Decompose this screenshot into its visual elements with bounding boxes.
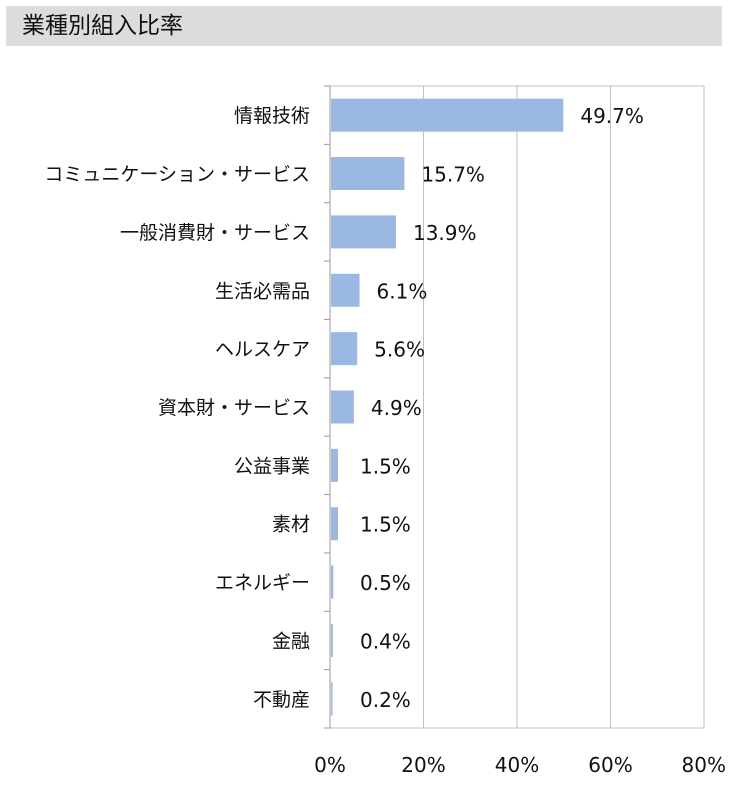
category-label-5: 資本財・サービス <box>158 397 310 419</box>
grid-layer <box>324 85 705 729</box>
value-label-5: 4.9% <box>371 396 422 420</box>
category-label-10: 不動産 <box>253 689 310 711</box>
value-label-7: 1.5% <box>360 513 411 537</box>
value-label-1: 15.7% <box>421 163 485 187</box>
value-label-9: 0.4% <box>360 629 411 653</box>
bar-10 <box>331 682 333 716</box>
x-tick-label-80: 80% <box>682 753 726 777</box>
x-tick-label-40: 40% <box>495 753 539 777</box>
category-label-1: コミュニケーション・サービス <box>44 164 310 186</box>
value-labels: 49.7% 15.7% 13.9% 6.1% 5.6% 4.9% 1.5% 1.5% 0.5% 0… <box>360 104 644 712</box>
value-label-6: 1.5% <box>360 454 411 478</box>
value-label-2: 13.9% <box>413 221 477 245</box>
bar-5 <box>331 390 354 424</box>
category-label-2: 一般消費財・サービス <box>120 222 310 244</box>
value-label-10: 0.2% <box>360 688 411 712</box>
bar-4 <box>331 332 358 366</box>
bar-1 <box>331 157 405 191</box>
category-label-0: 情報技術 <box>234 105 310 127</box>
category-label-6: 公益事業 <box>234 455 310 477</box>
bar-7 <box>331 507 339 541</box>
value-label-3: 6.1% <box>377 279 428 303</box>
value-label-8: 0.5% <box>360 571 411 595</box>
bar-8 <box>331 565 334 599</box>
x-tick-label-20: 20% <box>401 753 445 777</box>
bar-3 <box>331 273 360 307</box>
bar-6 <box>331 448 339 482</box>
bar-0 <box>331 98 564 132</box>
value-label-4: 5.6% <box>374 338 425 362</box>
value-label-0: 49.7% <box>580 104 644 128</box>
bar-2 <box>331 215 396 249</box>
category-label-8: エネルギー <box>215 572 310 594</box>
bar-9 <box>331 623 333 657</box>
category-label-4: ヘルスケア <box>215 339 310 361</box>
category-label-3: 生活必需品 <box>215 280 310 302</box>
x-tick-label-0: 0% <box>314 753 346 777</box>
x-tick-label-60: 60% <box>588 753 632 777</box>
title-bar: 業種別組入比率 <box>6 6 722 46</box>
category-label-9: 金融 <box>272 630 310 652</box>
bars-layer <box>331 98 564 716</box>
page-title: 業種別組入比率 <box>22 13 183 39</box>
category-labels: 情報技術コミュニケーション・サービス一般消費財・サービス生活必需品ヘルスケア資本… <box>44 105 310 711</box>
category-label-7: 素材 <box>272 514 310 536</box>
x-tick-labels: 0% 20% 40% 60% 80% <box>314 753 726 777</box>
